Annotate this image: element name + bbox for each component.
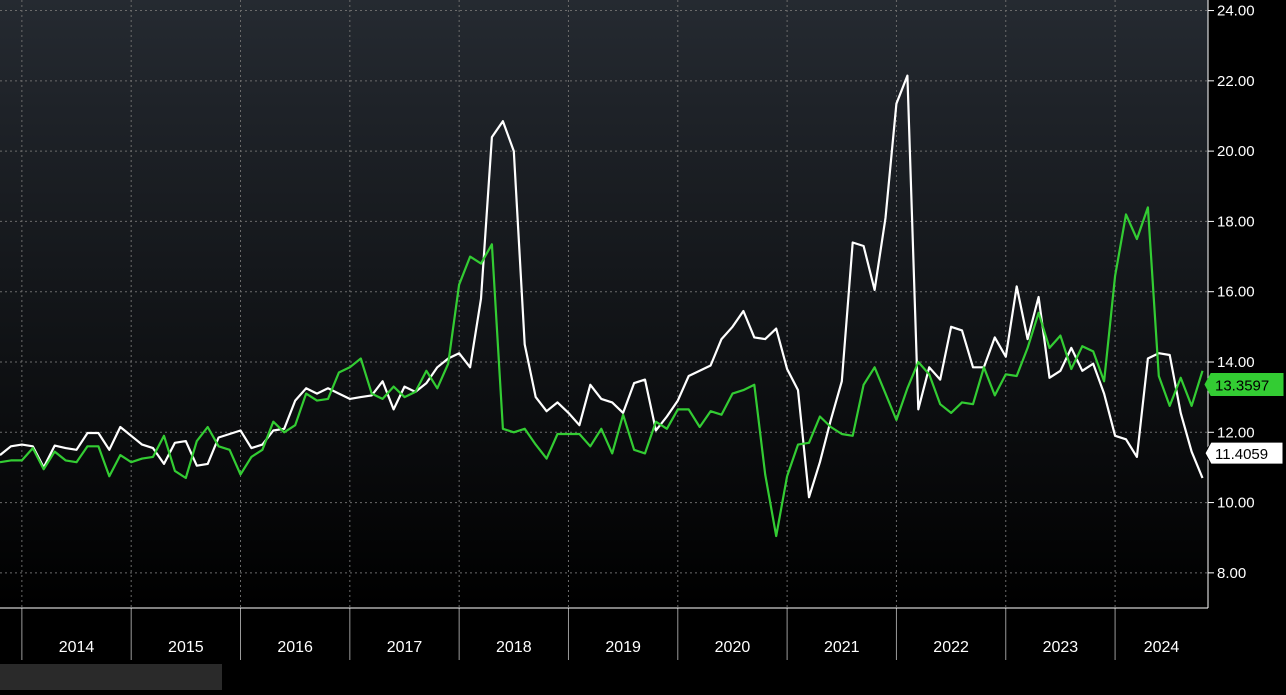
series-lines — [0, 74, 1204, 538]
series-line-green — [0, 206, 1204, 538]
y-tick-label: 22.00 — [1217, 73, 1255, 90]
x-tick-label: 2022 — [933, 639, 969, 656]
footer-bar — [0, 664, 222, 690]
grid-lines — [0, 0, 1208, 608]
last-value-badge-white — [1204, 441, 1284, 465]
last-value-badge-green — [1204, 372, 1284, 396]
y-tick-label: 16.00 — [1217, 284, 1255, 301]
x-tick-label: 2017 — [387, 639, 423, 656]
series-line-white — [0, 74, 1204, 499]
plot-background — [0, 0, 1208, 608]
x-tick-label: 2024 — [1144, 639, 1180, 656]
x-tick-label: 2015 — [168, 639, 204, 656]
y-tick-label: 8.00 — [1217, 565, 1246, 582]
x-tick-label: 2014 — [59, 639, 95, 656]
x-tick-label: 2020 — [715, 639, 751, 656]
last-value-text-white: 11.4059 — [1215, 446, 1268, 463]
x-tick-label: 2019 — [605, 639, 641, 656]
y-tick-label: 12.00 — [1217, 424, 1255, 441]
x-tick-label: 2018 — [496, 639, 532, 656]
last-value-text-green: 13.3597 — [1215, 377, 1269, 394]
x-tick-label: 2021 — [824, 639, 860, 656]
axes: 8.00 10.00 12.00 14.00 16.00 18.00 20.00 22.00 2… — [0, 0, 1255, 660]
last-value-labels: 13.3597 11.4059 — [1204, 372, 1284, 465]
x-tick-label: 2016 — [277, 639, 313, 656]
y-tick-label: 20.00 — [1217, 143, 1255, 160]
y-tick-label: 18.00 — [1217, 213, 1255, 230]
x-tick-label: 2023 — [1043, 639, 1079, 656]
y-tick-label: 24.00 — [1217, 3, 1255, 20]
y-tick-label: 14.00 — [1217, 354, 1255, 371]
y-tick-label: 10.00 — [1217, 495, 1255, 512]
